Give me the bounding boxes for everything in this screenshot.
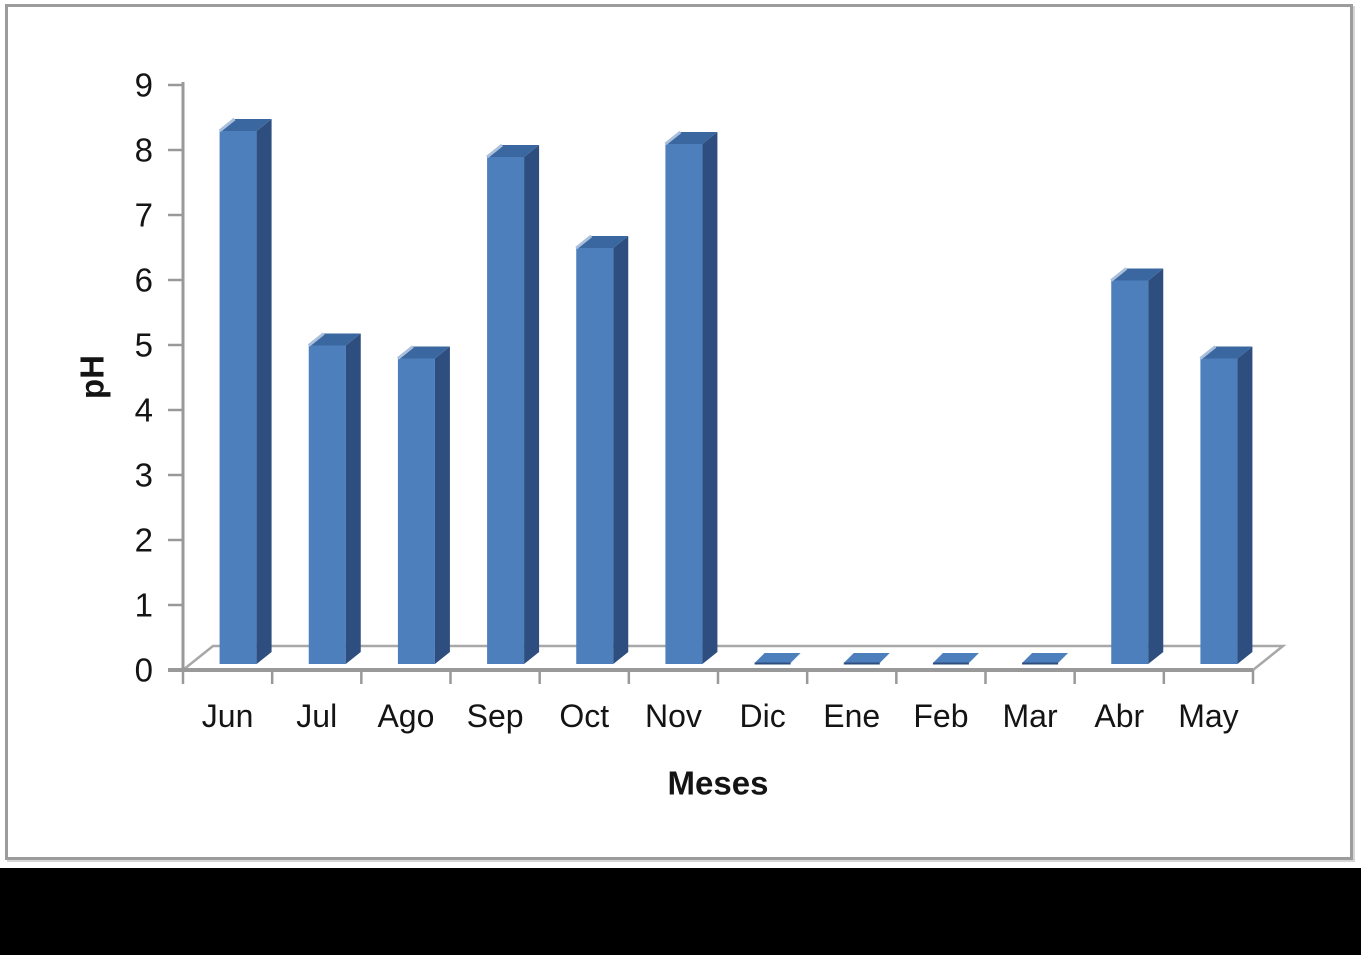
bar-top-highlight xyxy=(307,332,325,347)
bar-side-face xyxy=(1148,268,1164,664)
bar-side-face xyxy=(256,119,272,664)
y-tick-label-2: 2 xyxy=(135,522,153,559)
ph-bar-chart: 0 1 2 3 4 5 6 7 8 9 Jun Jul Ago Sep Oct Nov Dic Ene Feb Mar… xyxy=(74,67,1287,802)
y-axis-title: pH xyxy=(74,355,111,399)
bar-top-highlight xyxy=(1199,345,1217,360)
bar-jun xyxy=(218,117,272,664)
bar-top-highlight xyxy=(575,234,593,250)
x-cat-label-sep: Sep xyxy=(467,698,524,734)
y-tick-label-6: 6 xyxy=(135,262,153,299)
bar-side-face xyxy=(434,346,450,664)
bar-front-face xyxy=(1200,358,1238,664)
x-cat-label-mar: Mar xyxy=(1003,698,1058,734)
bar-front-face xyxy=(665,144,703,664)
bar-dic xyxy=(754,653,801,665)
bar-front-face xyxy=(487,157,525,664)
bar-ago xyxy=(396,345,450,664)
bar-front-face xyxy=(397,358,435,664)
bar-front-face xyxy=(308,345,346,664)
bar-front-face xyxy=(219,131,257,664)
x-axis-title: Meses xyxy=(668,765,769,802)
x-cat-label-abr: Abr xyxy=(1094,698,1144,734)
y-tick-label-3: 3 xyxy=(135,457,153,494)
y-tick-label-4: 4 xyxy=(135,392,153,429)
zero-value-tile xyxy=(843,653,890,663)
bar-top-highlight xyxy=(486,143,504,159)
bar-nov xyxy=(664,130,718,664)
bar-sep xyxy=(486,143,540,664)
bar-jul xyxy=(307,332,361,664)
bar-ene xyxy=(843,653,890,665)
x-cat-label-jun: Jun xyxy=(202,698,254,734)
bar-oct xyxy=(575,234,629,664)
zero-value-tile xyxy=(1022,653,1069,663)
bottom-black-bar xyxy=(0,868,1361,955)
zero-value-tile xyxy=(932,653,979,663)
bar-side-face xyxy=(345,333,361,664)
bar-abr xyxy=(1110,267,1164,664)
y-tick-label-0: 0 xyxy=(135,652,153,689)
y-tick-label-1: 1 xyxy=(135,587,153,624)
bar-side-face xyxy=(1237,346,1253,664)
bar-mar xyxy=(1022,653,1069,665)
y-tick-label-9: 9 xyxy=(135,67,153,104)
y-tick-label-7: 7 xyxy=(135,197,153,234)
bar-top-highlight xyxy=(396,345,414,360)
x-cat-label-nov: Nov xyxy=(645,698,702,734)
x-cat-label-dic: Dic xyxy=(739,698,785,734)
bar-front-face xyxy=(576,248,614,664)
bar-side-face xyxy=(613,236,629,664)
y-tick-label-5: 5 xyxy=(135,327,153,364)
bar-feb xyxy=(932,653,979,665)
bar-side-face xyxy=(702,132,718,664)
x-cat-label-ago: Ago xyxy=(377,698,434,734)
x-cat-label-oct: Oct xyxy=(559,698,609,734)
zero-value-tile xyxy=(754,653,801,663)
x-cat-label-feb: Feb xyxy=(913,698,968,734)
y-tick-label-8: 8 xyxy=(135,132,153,169)
bar-top-highlight xyxy=(218,117,236,133)
bar-top-highlight xyxy=(664,130,682,146)
bar-top-highlight xyxy=(1110,267,1128,282)
bar-side-face xyxy=(524,145,540,664)
bar-front-face xyxy=(1111,280,1149,664)
x-cat-label-may: May xyxy=(1178,698,1238,734)
bar-may xyxy=(1199,345,1253,664)
x-cat-label-ene: Ene xyxy=(823,698,880,734)
x-cat-label-jul: Jul xyxy=(296,698,337,734)
